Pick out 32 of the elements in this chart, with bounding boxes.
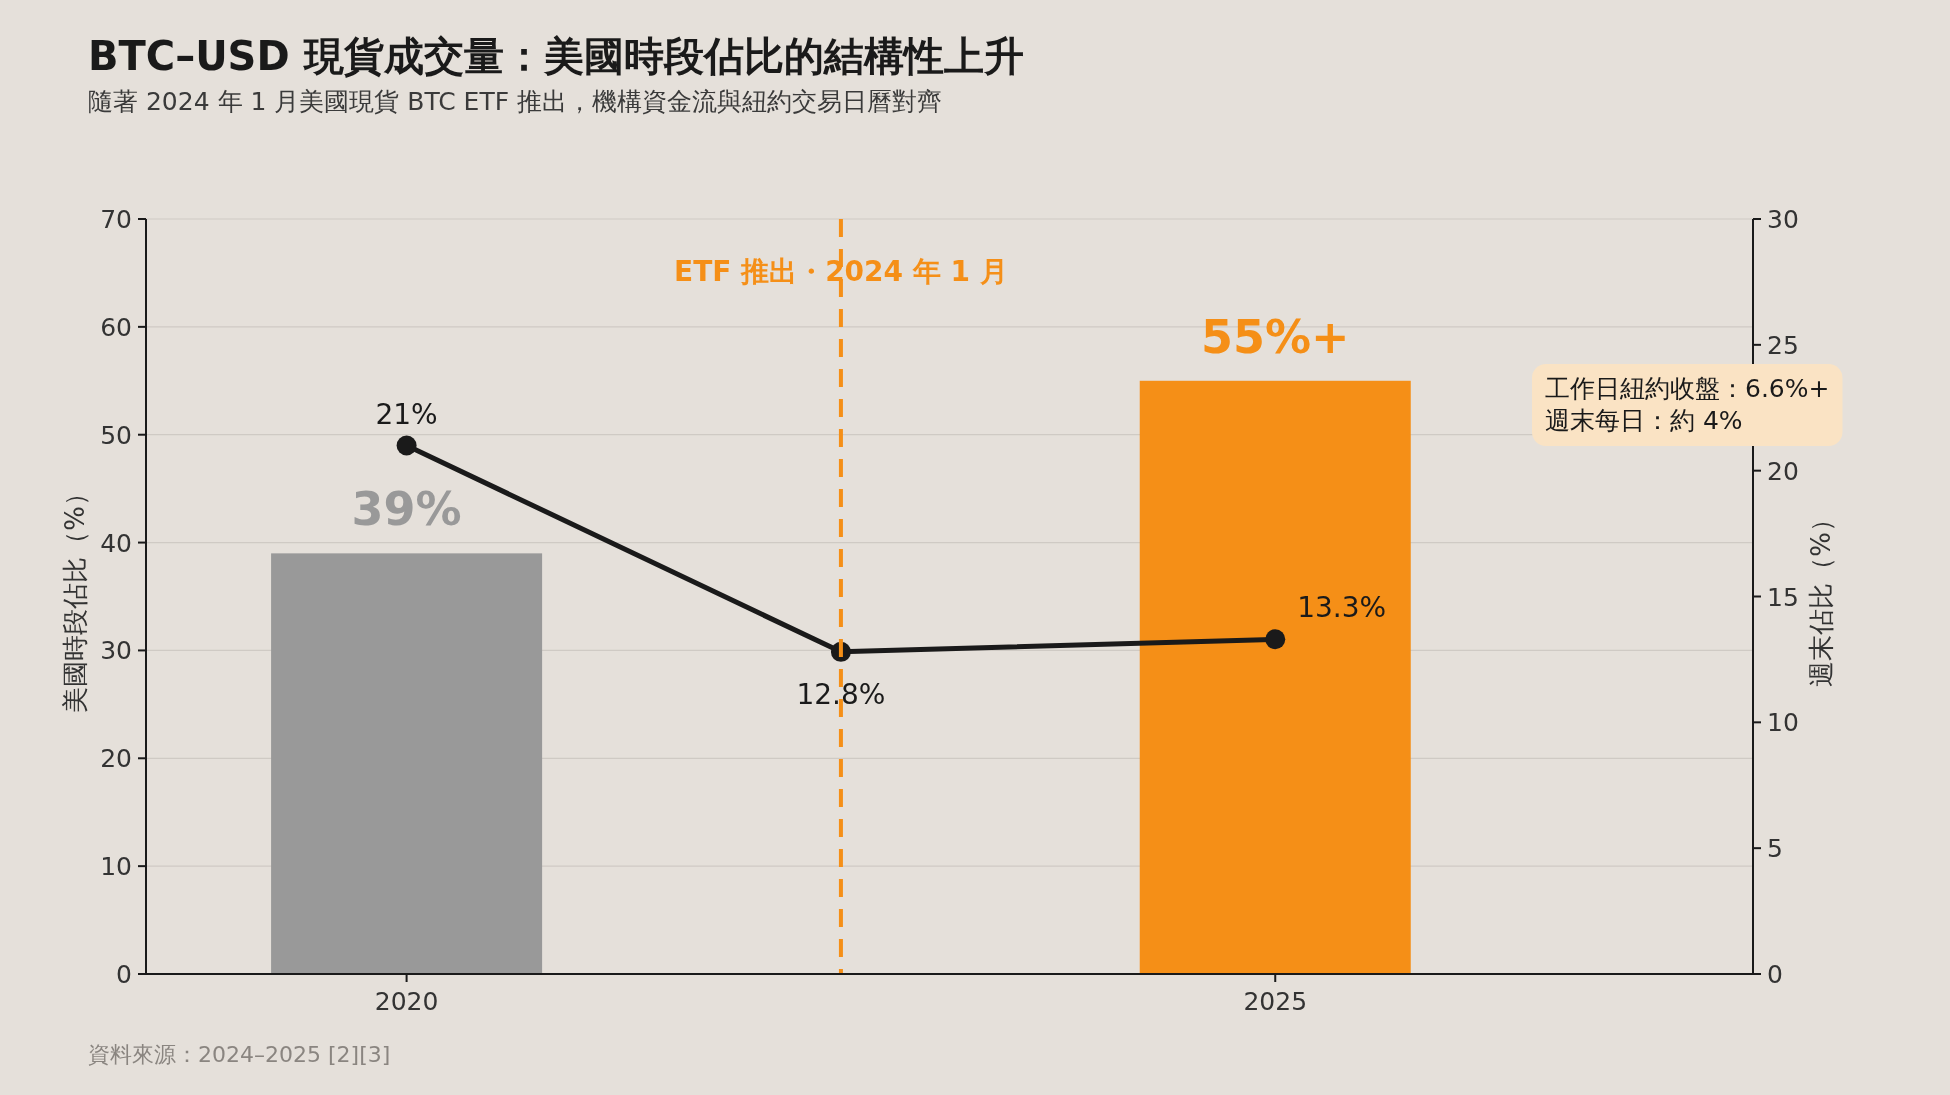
point bbox=[396, 435, 417, 456]
y2-tick-label: 0 bbox=[1767, 960, 1783, 989]
x-tick-label: 2025 bbox=[1243, 987, 1308, 1016]
y2-tick-label: 10 bbox=[1767, 708, 1799, 738]
y-tick-label: 0 bbox=[116, 960, 132, 989]
y2-tick-label: 25 bbox=[1767, 330, 1799, 360]
point bbox=[1265, 629, 1286, 650]
y-tick-label: 40 bbox=[100, 528, 132, 558]
y2-tick-label: 15 bbox=[1767, 582, 1799, 612]
annotation: 週末每日：約 4% bbox=[1545, 406, 1743, 435]
chart-title: BTC–USD 現貨成交量：美國時段佔比的結構性上升 bbox=[88, 33, 1024, 79]
y-tick-label: 70 bbox=[100, 205, 132, 234]
y-axis-title: 美國時段佔比（%） bbox=[60, 480, 90, 713]
data-label: 12.8% bbox=[796, 677, 886, 711]
x-tick-label: 2020 bbox=[374, 987, 439, 1016]
data-label: 39% bbox=[351, 482, 462, 537]
y-tick-label: 60 bbox=[100, 312, 132, 342]
y-tick-label: 10 bbox=[100, 852, 132, 882]
y-tick-label: 30 bbox=[100, 636, 132, 666]
data-label: 55%+ bbox=[1200, 309, 1350, 364]
y2-tick-label: 20 bbox=[1767, 456, 1799, 486]
data-label: 13.3% bbox=[1297, 591, 1387, 625]
data-label: 21% bbox=[375, 397, 438, 431]
ref-line-label: ETF 推出・2024 年 1 月 bbox=[674, 255, 1008, 288]
y-tick-label: 20 bbox=[100, 744, 132, 774]
chart-subtitle: 隨著 2024 年 1 月美國現貨 BTC ETF 推出，機構資金流與紐約交易日曆對齊 bbox=[88, 87, 943, 116]
y2-axis-title: 週末佔比（%） bbox=[1806, 506, 1836, 687]
y2-tick-label: 30 bbox=[1767, 205, 1799, 234]
y-tick-label: 50 bbox=[100, 420, 132, 450]
source-note: 資料來源：2024–2025 [2][3] bbox=[88, 1042, 391, 1067]
annotation: 工作日紐約收盤：6.6%+ bbox=[1545, 374, 1830, 403]
y2-tick-label: 5 bbox=[1767, 834, 1783, 864]
